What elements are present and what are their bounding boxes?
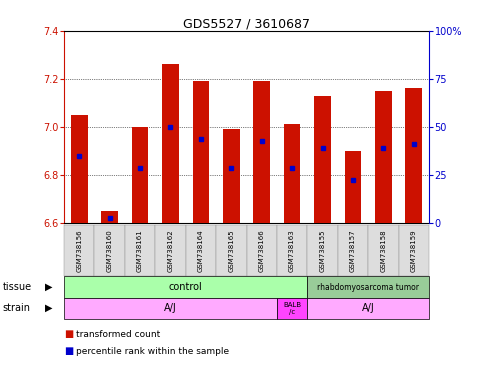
- Text: strain: strain: [2, 303, 31, 313]
- Text: GSM738157: GSM738157: [350, 229, 356, 272]
- Text: GSM738162: GSM738162: [168, 229, 174, 272]
- Text: GSM738161: GSM738161: [137, 229, 143, 272]
- Text: ▶: ▶: [45, 282, 53, 292]
- Bar: [253, 81, 270, 223]
- Bar: [314, 96, 331, 223]
- Text: rhabdomyosarcoma tumor: rhabdomyosarcoma tumor: [317, 283, 419, 291]
- Bar: [405, 88, 422, 223]
- Text: GSM738164: GSM738164: [198, 229, 204, 272]
- Bar: [345, 151, 361, 223]
- Text: ■: ■: [64, 346, 73, 356]
- Text: tissue: tissue: [2, 282, 32, 292]
- Text: GSM738163: GSM738163: [289, 229, 295, 272]
- Text: GSM738160: GSM738160: [106, 229, 113, 272]
- Bar: [284, 124, 300, 223]
- Bar: [71, 115, 88, 223]
- Text: GSM738155: GSM738155: [319, 229, 325, 272]
- Text: ■: ■: [64, 329, 73, 339]
- Text: ▶: ▶: [45, 303, 53, 313]
- Text: GSM738159: GSM738159: [411, 229, 417, 272]
- Text: GDS5527 / 3610687: GDS5527 / 3610687: [183, 17, 310, 30]
- Bar: [375, 91, 391, 223]
- Text: control: control: [169, 282, 203, 292]
- Bar: [102, 211, 118, 223]
- Bar: [193, 81, 209, 223]
- Bar: [223, 129, 240, 223]
- Text: transformed count: transformed count: [76, 329, 161, 339]
- Bar: [162, 65, 179, 223]
- Text: GSM738166: GSM738166: [259, 229, 265, 272]
- Text: percentile rank within the sample: percentile rank within the sample: [76, 347, 230, 356]
- Text: GSM738156: GSM738156: [76, 229, 82, 272]
- Text: A/J: A/J: [164, 303, 177, 313]
- Text: BALB
/c: BALB /c: [283, 302, 301, 314]
- Text: A/J: A/J: [362, 303, 375, 313]
- Text: GSM738165: GSM738165: [228, 229, 234, 272]
- Text: GSM738158: GSM738158: [380, 229, 387, 272]
- Bar: [132, 127, 148, 223]
